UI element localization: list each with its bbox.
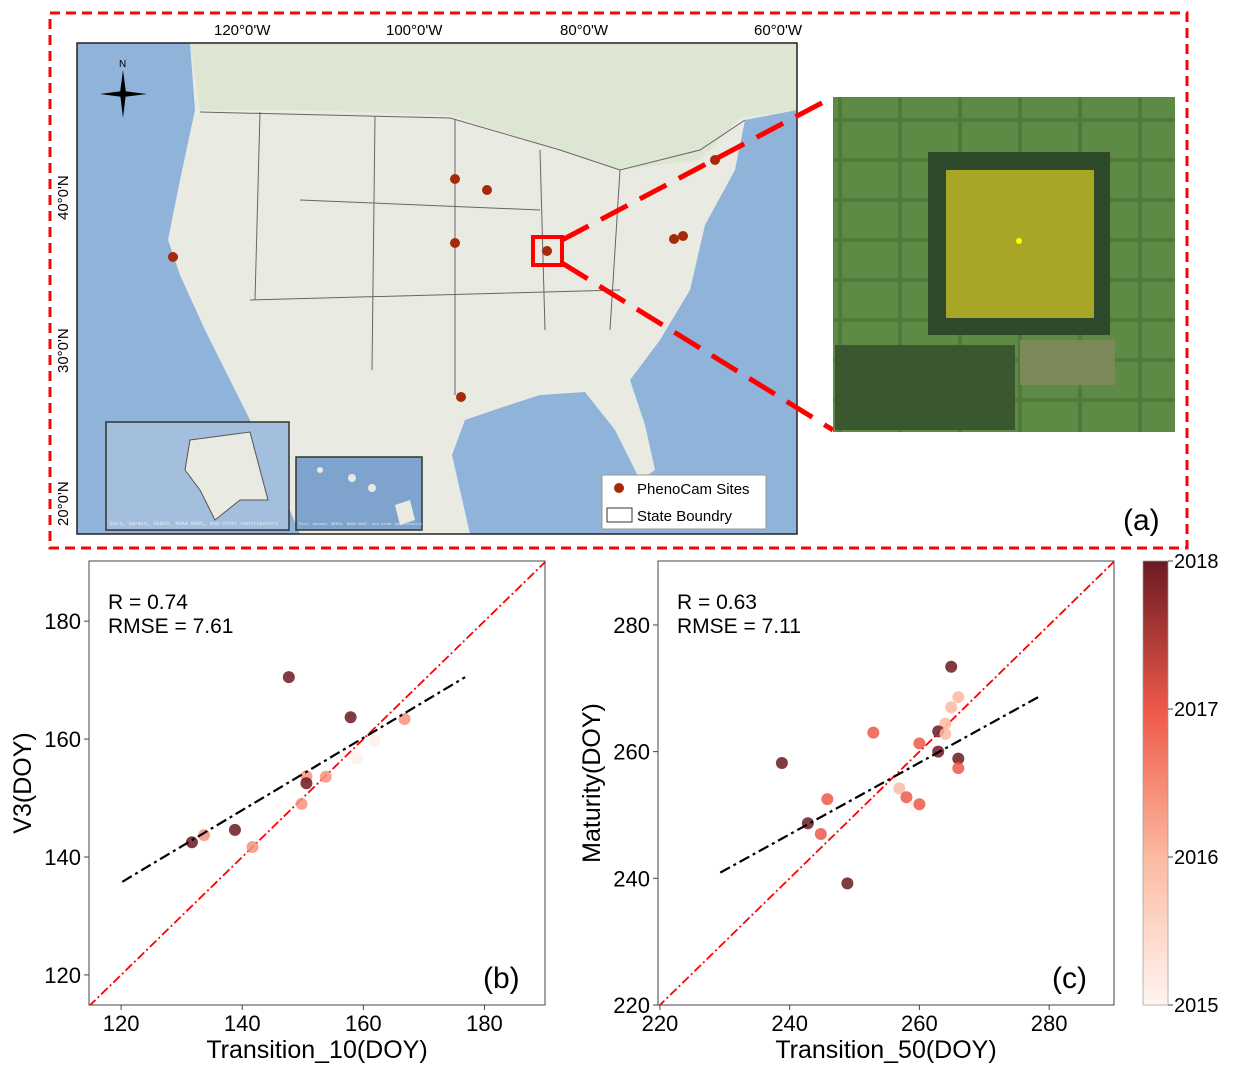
lon-label: 60°0'W (754, 22, 803, 39)
legend-sites-label: PhenoCam Sites (637, 481, 750, 498)
lon-label: 120°0'W (214, 22, 271, 39)
data-point (841, 877, 854, 890)
colorbar-tick-label: 2017 (1174, 699, 1219, 721)
phenocam-site-marker (450, 238, 460, 248)
data-point (945, 701, 958, 714)
lat-label: 30°0'N (55, 328, 72, 373)
data-point (939, 717, 952, 730)
y-axis-label: Maturity(DOY) (578, 703, 606, 863)
x-tick-label: 160 (345, 1011, 382, 1036)
x-tick-label: 280 (1031, 1011, 1068, 1036)
north-label: N (119, 59, 126, 70)
x-tick-label: 120 (103, 1011, 140, 1036)
north-arrow-icon: N (100, 59, 147, 118)
y-tick-label: 220 (613, 993, 650, 1018)
x-axis-label: Transition_10(DOY) (206, 1036, 427, 1064)
colorbar: 2015 2016 2017 2018 (1142, 551, 1219, 1017)
map-legend: PhenoCam Sites State Boundry (601, 474, 767, 530)
alaska-inset: Esri, Garmin, GEBCO, NOAA NGDC, and othe… (105, 421, 290, 531)
stat-annotation: RMSE = 7.11 (677, 615, 801, 638)
y-tick-label: 240 (613, 866, 650, 891)
hawaii-inset: Esri, Garmin, GEBCO, NOAA NGDC, and othe… (295, 456, 423, 531)
regression-line (121, 676, 466, 883)
x-tick-label: 220 (642, 1011, 679, 1036)
data-point (368, 734, 381, 747)
panel-label: (c) (1052, 962, 1087, 995)
x-tick-label: 140 (224, 1011, 261, 1036)
hawaii-inset-credit: Esri, Garmin, GEBCO, NOAA NGDC, and othe… (299, 522, 422, 527)
colorbar-tick-label: 2018 (1174, 551, 1219, 573)
data-point (185, 836, 198, 849)
data-point (945, 660, 958, 673)
data-point (867, 726, 880, 739)
phenocam-sites (168, 155, 720, 402)
phenocam-site-marker (669, 234, 679, 244)
phenocam-site-marker (482, 185, 492, 195)
x-axis-label: Transition_50(DOY) (775, 1036, 996, 1064)
data-point (900, 791, 913, 804)
phenocam-site-marker (542, 246, 552, 256)
aerial-site-image (833, 97, 1175, 432)
y-tick-label: 280 (613, 613, 650, 638)
stat-annotation: RMSE = 7.61 (108, 615, 233, 638)
y-tick-label: 180 (44, 609, 81, 634)
stat-annotation: R = 0.63 (677, 591, 757, 614)
panel-label: (b) (483, 962, 520, 995)
data-point (952, 762, 965, 775)
data-point (952, 752, 965, 765)
data-point (952, 691, 965, 704)
y-tick-label: 120 (44, 963, 81, 988)
phenocam-site-marker (450, 174, 460, 184)
legend-boundary-label: State Boundry (637, 508, 733, 525)
scatter-plot-b: 120 140 160 180 120 140 160 180 Transition_10(DO… (9, 560, 546, 1064)
panel-a-frame (48, 11, 1189, 550)
phenocam-site-marker (168, 252, 178, 262)
zoom-line (560, 260, 835, 433)
data-point (913, 798, 926, 811)
data-point (350, 751, 363, 764)
x-tick-label: 240 (771, 1011, 808, 1036)
data-point (775, 757, 788, 770)
one-to-one-line (89, 561, 545, 1005)
y-tick-label: 160 (44, 727, 81, 752)
scatter-plot-c: 220 240 260 280 220 240 260 280 Transition_50(DO… (578, 560, 1115, 1064)
legend-site-marker (614, 483, 624, 493)
one-to-one-line (658, 561, 1114, 1005)
data-point (913, 737, 926, 750)
regression-line (719, 696, 1039, 874)
colorbar-tick-label: 2015 (1174, 995, 1219, 1017)
data-point (319, 770, 332, 783)
data-point (821, 793, 834, 806)
y-tick-label: 140 (44, 845, 81, 870)
highlight-box (531, 235, 564, 267)
data-point (246, 840, 259, 853)
stat-annotation: R = 0.74 (108, 591, 188, 614)
colorbar-tick-label: 2016 (1174, 847, 1219, 869)
us-map: Esri, Garmin, GEBCO, NOAA NGDC, and othe… (55, 22, 803, 535)
x-tick-label: 180 (466, 1011, 503, 1036)
data-point (939, 727, 952, 740)
data-point (282, 671, 295, 684)
panel-label-a: (a) (1123, 504, 1160, 537)
data-point (228, 823, 241, 836)
phenocam-site-marker (456, 392, 466, 402)
data-point (814, 827, 827, 840)
phenocam-site-marker (678, 231, 688, 241)
lat-label: 20°0'N (55, 481, 72, 526)
legend-boundary-swatch (606, 507, 633, 523)
alaska-inset-credit: Esri, Garmin, GEBCO, NOAA NGDC, and othe… (110, 521, 278, 527)
data-point (295, 797, 308, 810)
lat-label: 40°0'N (55, 175, 72, 220)
data-point (300, 777, 313, 790)
lon-label: 80°0'W (560, 22, 609, 39)
data-point (344, 711, 357, 724)
x-tick-label: 260 (901, 1011, 938, 1036)
y-axis-label: V3(DOY) (9, 732, 37, 833)
y-tick-label: 260 (613, 740, 650, 765)
zoom-line (560, 94, 835, 243)
lon-label: 100°0'W (386, 22, 443, 39)
data-point (893, 782, 906, 795)
